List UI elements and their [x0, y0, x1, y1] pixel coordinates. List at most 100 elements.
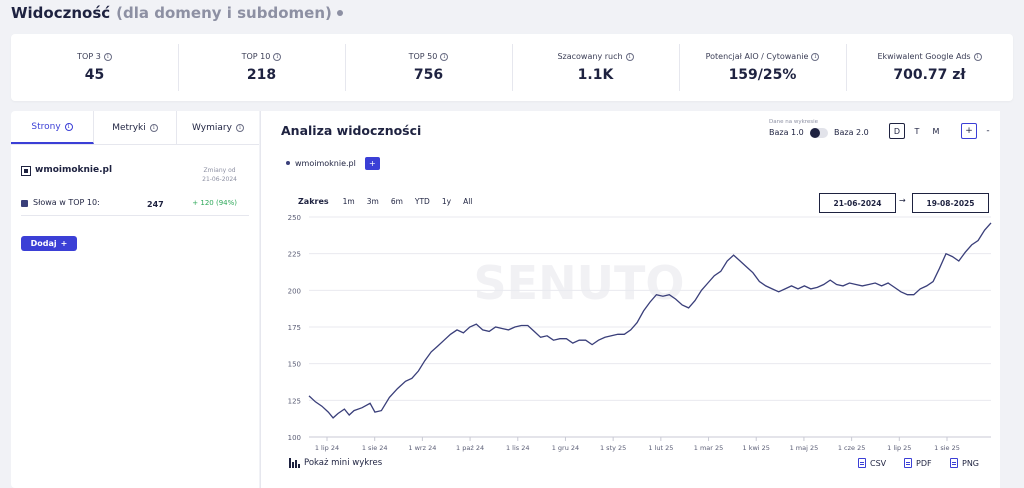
stat-ads: Ekwiwalent Google Ads i 700.77 zł	[846, 34, 1013, 101]
y-tick-label: 150	[288, 361, 301, 369]
period-week-button[interactable]: T	[914, 126, 920, 136]
csv-file-icon	[858, 458, 866, 468]
x-tick-label: 1 wrz 24	[408, 444, 436, 452]
words-value: 247	[147, 200, 164, 209]
stat-value: 756	[413, 67, 444, 83]
stat-top10: TOP 10 i 218	[178, 34, 345, 101]
info-icon: i	[149, 123, 158, 132]
range-6m[interactable]: 6m	[390, 196, 403, 206]
visibility-chart: SENUTO 100 125 150 175 200 225 250 1 lip 24 1 s…	[288, 214, 992, 452]
stat-aio: Potencjał AIO / Cytowanie i 159/25%	[679, 34, 846, 101]
tab-wymiary[interactable]: Wymiary i	[177, 111, 259, 144]
changes-since: Zmiany od 21-06-2024	[202, 166, 237, 184]
range-label: Zakres	[298, 196, 329, 206]
x-tick-label: 1 sie 25	[934, 444, 960, 452]
page-subtitle: (dla domeny i subdomen)	[116, 4, 332, 22]
info-icon: i	[235, 123, 244, 132]
period-day-button[interactable]: D	[889, 123, 905, 139]
domain-name[interactable]: wmoimoknie.pl	[35, 165, 113, 175]
tab-label: Strony	[31, 121, 61, 132]
date-arrow-icon: →	[899, 196, 906, 205]
page-header: Widoczność (dla domeny i subdomen)	[11, 3, 343, 23]
plus-icon: +	[60, 239, 68, 248]
stat-value: 1.1K	[577, 67, 614, 83]
x-tick-label: 1 mar 25	[694, 444, 724, 452]
y-tick-label: 200	[288, 287, 301, 295]
base2-label: Baza 2.0	[834, 128, 869, 137]
export-label: CSV	[870, 458, 887, 468]
date-from-input[interactable]: 21-06-2024	[819, 193, 896, 213]
y-tick-label: 250	[288, 214, 301, 222]
stat-value: 700.77 zł	[893, 67, 966, 83]
add-domain-button[interactable]: Dodaj +	[21, 236, 77, 251]
data-caption: Dane na wykresie	[769, 119, 819, 125]
x-tick-label: 1 cze 25	[838, 444, 866, 452]
range-3m[interactable]: 3m	[366, 196, 379, 206]
series-color-square-icon	[21, 200, 28, 207]
page-title: Widoczność	[11, 4, 111, 22]
tab-label: Wymiary	[192, 122, 232, 133]
info-dot-icon[interactable]	[336, 10, 343, 16]
stat-label: Ekwiwalent Google Ads	[877, 52, 971, 61]
stat-value: 218	[246, 67, 277, 83]
y-tick-label: 100	[288, 434, 301, 442]
tab-strony[interactable]: Strony i	[11, 111, 94, 144]
words-label: Słowa w TOP 10:	[33, 198, 100, 207]
zoom-in-button[interactable]: +	[961, 123, 977, 139]
stat-traffic: Szacowany ruch i 1.1K	[512, 34, 679, 101]
stat-label: Szacowany ruch	[557, 52, 623, 61]
range-ytd[interactable]: YTD	[414, 196, 430, 206]
y-tick-label: 225	[288, 251, 301, 259]
period-month-button[interactable]: M	[932, 126, 940, 136]
x-tick-label: 1 lut 25	[648, 444, 673, 452]
info-icon[interactable]: i	[440, 52, 449, 61]
switch-knob	[810, 128, 820, 138]
stat-label: TOP 50	[408, 52, 438, 61]
png-file-icon	[950, 458, 958, 468]
range-all[interactable]: All	[463, 196, 473, 206]
legend-series-name[interactable]: wmoimoknie.pl	[295, 158, 356, 168]
base-switch[interactable]	[810, 128, 828, 138]
domain-favicon-icon	[21, 166, 31, 176]
stat-value: 45	[84, 67, 105, 83]
mini-chart-label: Pokaż mini wykres	[304, 458, 383, 468]
add-series-button[interactable]: +	[364, 156, 380, 170]
stat-label: TOP 10	[241, 52, 271, 61]
x-tick-label: 1 lis 24	[506, 444, 530, 452]
add-label: Dodaj	[30, 239, 57, 248]
export-label: PNG	[962, 458, 980, 468]
range-1m[interactable]: 1m	[342, 196, 355, 206]
export-pdf-button[interactable]: PDF	[904, 458, 932, 468]
info-icon[interactable]: i	[103, 52, 112, 61]
range-1y[interactable]: 1y	[441, 196, 452, 206]
x-tick-label: 1 lip 25	[887, 444, 911, 452]
info-icon[interactable]: i	[273, 52, 282, 61]
chart-panel: SENUTO 100 125 150 175 200 225 250 1 lip 24 1 s…	[260, 111, 1000, 488]
export-label: PDF	[916, 458, 932, 468]
info-icon[interactable]: i	[973, 52, 982, 61]
chart-legend: wmoimoknie.pl +	[286, 156, 380, 170]
pdf-file-icon	[904, 458, 912, 468]
zoom-out-button[interactable]: -	[986, 126, 990, 136]
date-to-input[interactable]: 19-08-2025	[912, 193, 989, 213]
series-line[interactable]	[308, 222, 992, 419]
bar-chart-icon	[289, 458, 300, 468]
x-tick-label: 1 sie 24	[362, 444, 388, 452]
x-tick-label: 1 kwi 25	[743, 444, 770, 452]
x-tick-label: 1 paź 24	[456, 444, 484, 452]
mini-chart-toggle[interactable]: Pokaż mini wykres	[289, 458, 382, 468]
info-icon[interactable]: i	[625, 52, 634, 61]
info-icon[interactable]: i	[811, 52, 820, 61]
stat-label: TOP 3	[77, 52, 101, 61]
export-csv-button[interactable]: CSV	[858, 458, 886, 468]
left-panel: Strony i Metryki i Wymiary i wmoimoknie.…	[11, 111, 259, 488]
y-tick-label: 125	[288, 397, 301, 405]
x-tick-label: 1 maj 25	[790, 444, 819, 452]
export-png-button[interactable]: PNG	[950, 458, 979, 468]
words-change: + 120 (94%)	[192, 199, 237, 207]
tab-metryki[interactable]: Metryki i	[94, 111, 177, 144]
legend-dot-icon	[286, 161, 290, 165]
base-toggle: Dane na wykresie Baza 1.0 Baza 2.0	[769, 119, 879, 141]
